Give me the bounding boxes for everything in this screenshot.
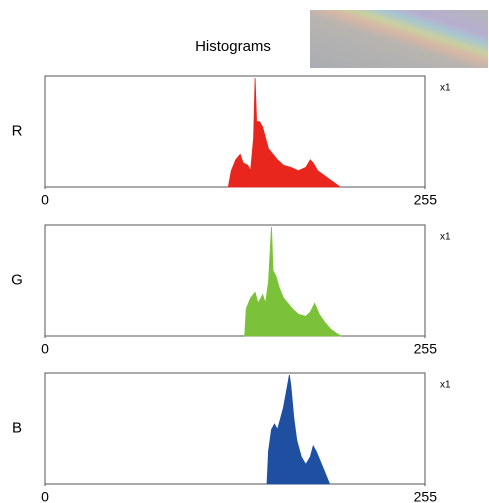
histogram-area — [266, 374, 331, 485]
channel-label: R — [12, 122, 23, 139]
x-tick-label: 255 — [414, 192, 438, 208]
x-tick-label: 0 — [41, 489, 49, 503]
scale-label: x1 — [440, 232, 451, 243]
x-tick-label: 0 — [41, 341, 49, 357]
title: Histograms — [195, 38, 271, 55]
channel-label: B — [12, 419, 22, 436]
histogram-area — [227, 77, 342, 188]
x-tick-label: 255 — [414, 489, 438, 503]
histogram-frame — [44, 372, 426, 485]
scale-label: x1 — [440, 380, 451, 391]
x-tick-label: 0 — [41, 192, 49, 208]
histogram-frame — [44, 224, 426, 337]
channel-label: G — [11, 271, 23, 288]
histogram-area — [244, 226, 342, 337]
x-tick-label: 255 — [414, 341, 438, 357]
scale-label: x1 — [440, 83, 451, 94]
preview-image — [310, 10, 488, 68]
